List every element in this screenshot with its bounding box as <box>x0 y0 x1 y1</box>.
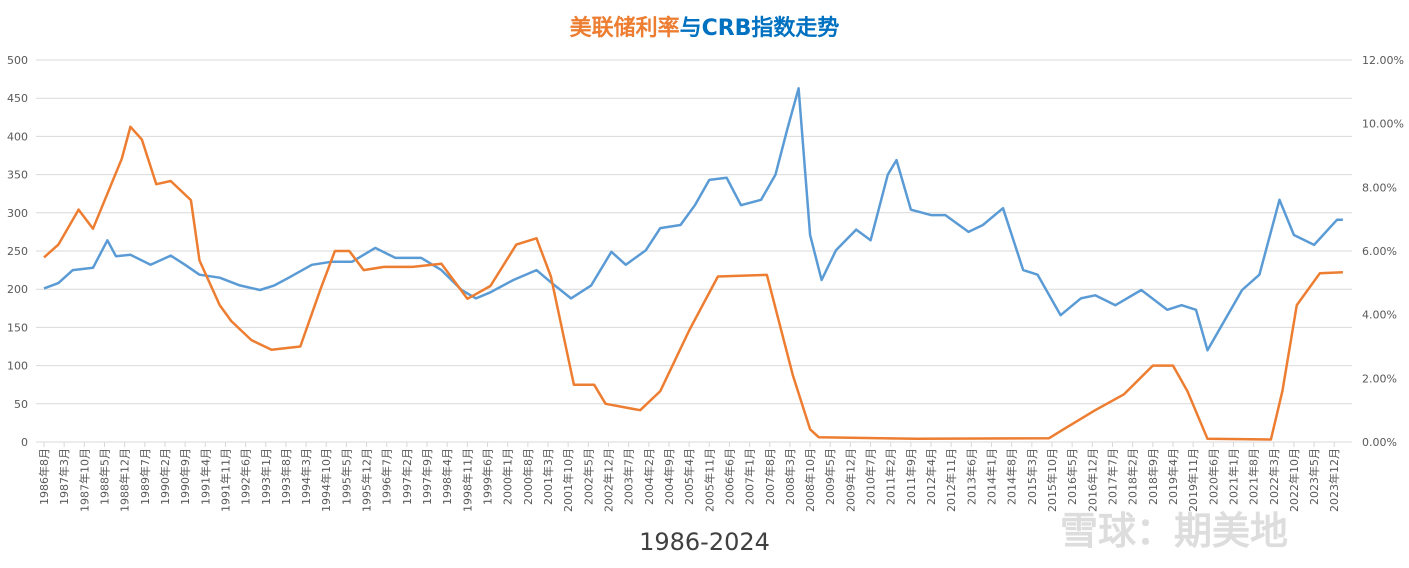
x-tick-label: 1999年6月 <box>481 448 495 505</box>
x-tick-label: 2015年10月 <box>1045 448 1059 512</box>
x-tick-label: 2000年8月 <box>521 448 535 505</box>
x-tick-label: 1990年2月 <box>158 448 172 505</box>
x-tick-label: 1991年11月 <box>218 448 232 512</box>
y-right-tick-label: 2.00% <box>1362 372 1397 385</box>
y-left-tick-label: 200 <box>7 283 28 296</box>
x-tick-label: 2011年2月 <box>884 448 898 505</box>
x-tick-label: 2001年10月 <box>561 448 575 512</box>
x-tick-label: 2012年11月 <box>944 448 958 512</box>
x-tick-label: 2008年3月 <box>783 448 797 505</box>
x-tick-label: 2010年7月 <box>864 448 878 505</box>
x-tick-label: 1993年8月 <box>279 448 293 505</box>
watermark: 雪球：期美地 <box>1060 509 1289 553</box>
x-tick-label: 1988年12月 <box>118 448 132 512</box>
x-tick-label: 2020年6月 <box>1206 448 1220 505</box>
chart-title-crb: 与CRB指数走势 <box>679 16 840 41</box>
y-left-tick-label: 150 <box>7 321 28 334</box>
x-tick-label: 1998年4月 <box>440 448 454 505</box>
y-left-tick-label: 500 <box>7 54 28 67</box>
x-tick-label: 2009年12月 <box>843 448 857 512</box>
x-tick-label: 2021年8月 <box>1247 448 1261 505</box>
x-tick-label: 2021年1月 <box>1226 448 1240 505</box>
x-tick-label: 2017年7月 <box>1105 448 1119 505</box>
x-tick-label: 1995年5月 <box>339 448 353 505</box>
x-tick-label: 1997年9月 <box>420 448 434 505</box>
x-tick-label: 2005年4月 <box>682 448 696 505</box>
x-tick-label: 2014年8月 <box>1005 448 1019 505</box>
x-tick-label: 1994年10月 <box>319 448 333 512</box>
x-tick-label: 2004年9月 <box>662 448 676 505</box>
y-left-tick-label: 100 <box>7 360 28 373</box>
x-tick-label: 2000年1月 <box>501 448 515 505</box>
chart-title-rate: 美联储利率 <box>569 16 680 41</box>
x-tick-label: 1998年11月 <box>460 448 474 512</box>
x-tick-label: 2019年11月 <box>1186 448 1200 512</box>
y-left-tick-label: 250 <box>7 245 28 258</box>
x-tick-label: 1986年8月 <box>37 448 51 505</box>
x-tick-label: 2023年12月 <box>1327 448 1341 512</box>
x-tick-label: 2013年6月 <box>964 448 978 505</box>
x-tick-label: 1996年7月 <box>380 448 394 505</box>
x-tick-label: 2001年3月 <box>541 448 555 505</box>
x-tick-label: 1992年6月 <box>239 448 253 505</box>
y-right-tick-label: 8.00% <box>1362 181 1397 194</box>
y-right-tick-label: 0.00% <box>1362 436 1397 449</box>
x-tick-label: 1995年12月 <box>360 448 374 512</box>
chart-subtitle: 1986-2024 <box>639 528 770 556</box>
x-tick-label: 2002年12月 <box>601 448 615 512</box>
x-tick-label: 1987年10月 <box>77 448 91 512</box>
y-left-tick-label: 450 <box>7 92 28 105</box>
x-tick-label: 2022年10月 <box>1287 448 1301 512</box>
y-right-tick-label: 4.00% <box>1362 309 1397 322</box>
y-right-tick-label: 6.00% <box>1362 245 1397 258</box>
y-right-tick-label: 12.00% <box>1362 54 1404 67</box>
x-tick-label: 1988年5月 <box>97 448 111 505</box>
x-tick-label: 1997年2月 <box>400 448 414 505</box>
x-tick-label: 2008年10月 <box>803 448 817 512</box>
x-tick-label: 2018年9月 <box>1146 448 1160 505</box>
x-tick-label: 1991年4月 <box>198 448 212 505</box>
x-tick-label: 2006年6月 <box>722 448 736 505</box>
y-left-tick-label: 400 <box>7 130 28 143</box>
y-right-tick-label: 10.00% <box>1362 118 1404 131</box>
crb-line <box>43 87 1343 352</box>
x-tick-label: 2012年4月 <box>924 448 938 505</box>
y-left-tick-label: 350 <box>7 169 28 182</box>
x-tick-label: 2007年8月 <box>763 448 777 505</box>
x-tick-label: 2007年1月 <box>743 448 757 505</box>
x-tick-label: 2023年5月 <box>1307 448 1321 505</box>
x-tick-label: 2005年11月 <box>702 448 716 512</box>
rate-line <box>43 125 1343 441</box>
x-tick-label: 2022年3月 <box>1267 448 1281 505</box>
x-tick-label: 2011年9月 <box>904 448 918 505</box>
chart-title: 美联储利率与CRB指数走势 <box>0 10 1409 42</box>
x-tick-label: 2003年7月 <box>622 448 636 505</box>
y-left-tick-label: 50 <box>14 398 28 411</box>
x-tick-label: 2009年5月 <box>823 448 837 505</box>
x-tick-label: 1990年9月 <box>178 448 192 505</box>
y-left-tick-label: 300 <box>7 207 28 220</box>
x-tick-label: 1993年1月 <box>259 448 273 505</box>
x-tick-label: 2002年5月 <box>581 448 595 505</box>
x-tick-label: 2015年3月 <box>1025 448 1039 505</box>
x-tick-label: 1994年3月 <box>299 448 313 505</box>
x-tick-label: 2004年2月 <box>642 448 656 505</box>
x-tick-label: 2018年2月 <box>1126 448 1140 505</box>
x-tick-label: 1987年3月 <box>57 448 71 505</box>
x-tick-label: 1989年7月 <box>138 448 152 505</box>
x-tick-label: 2014年1月 <box>985 448 999 505</box>
y-left-tick-label: 0 <box>21 436 28 449</box>
x-tick-label: 2016年12月 <box>1085 448 1099 512</box>
x-tick-label: 2016年5月 <box>1065 448 1079 505</box>
x-tick-label: 2019年4月 <box>1166 448 1180 505</box>
